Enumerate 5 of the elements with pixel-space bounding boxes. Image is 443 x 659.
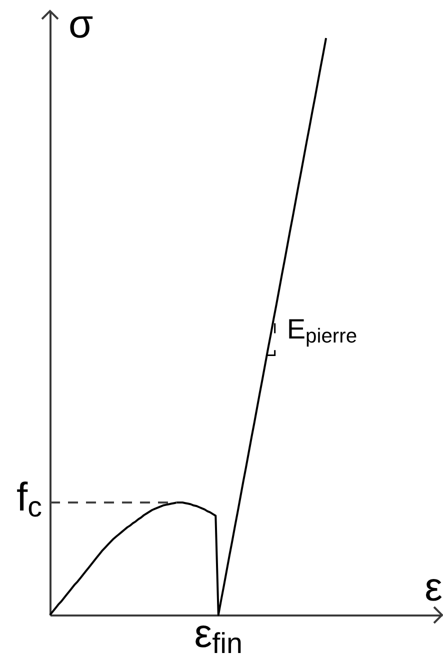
- ref-line-label: f$_{c}$: [16, 476, 42, 524]
- annotation: ε$_{fin}$: [194, 612, 243, 659]
- x-axis-title: ε: [424, 566, 443, 610]
- y-axis-title: σ: [68, 2, 94, 46]
- annotation: E$_{pierre}$: [286, 313, 358, 348]
